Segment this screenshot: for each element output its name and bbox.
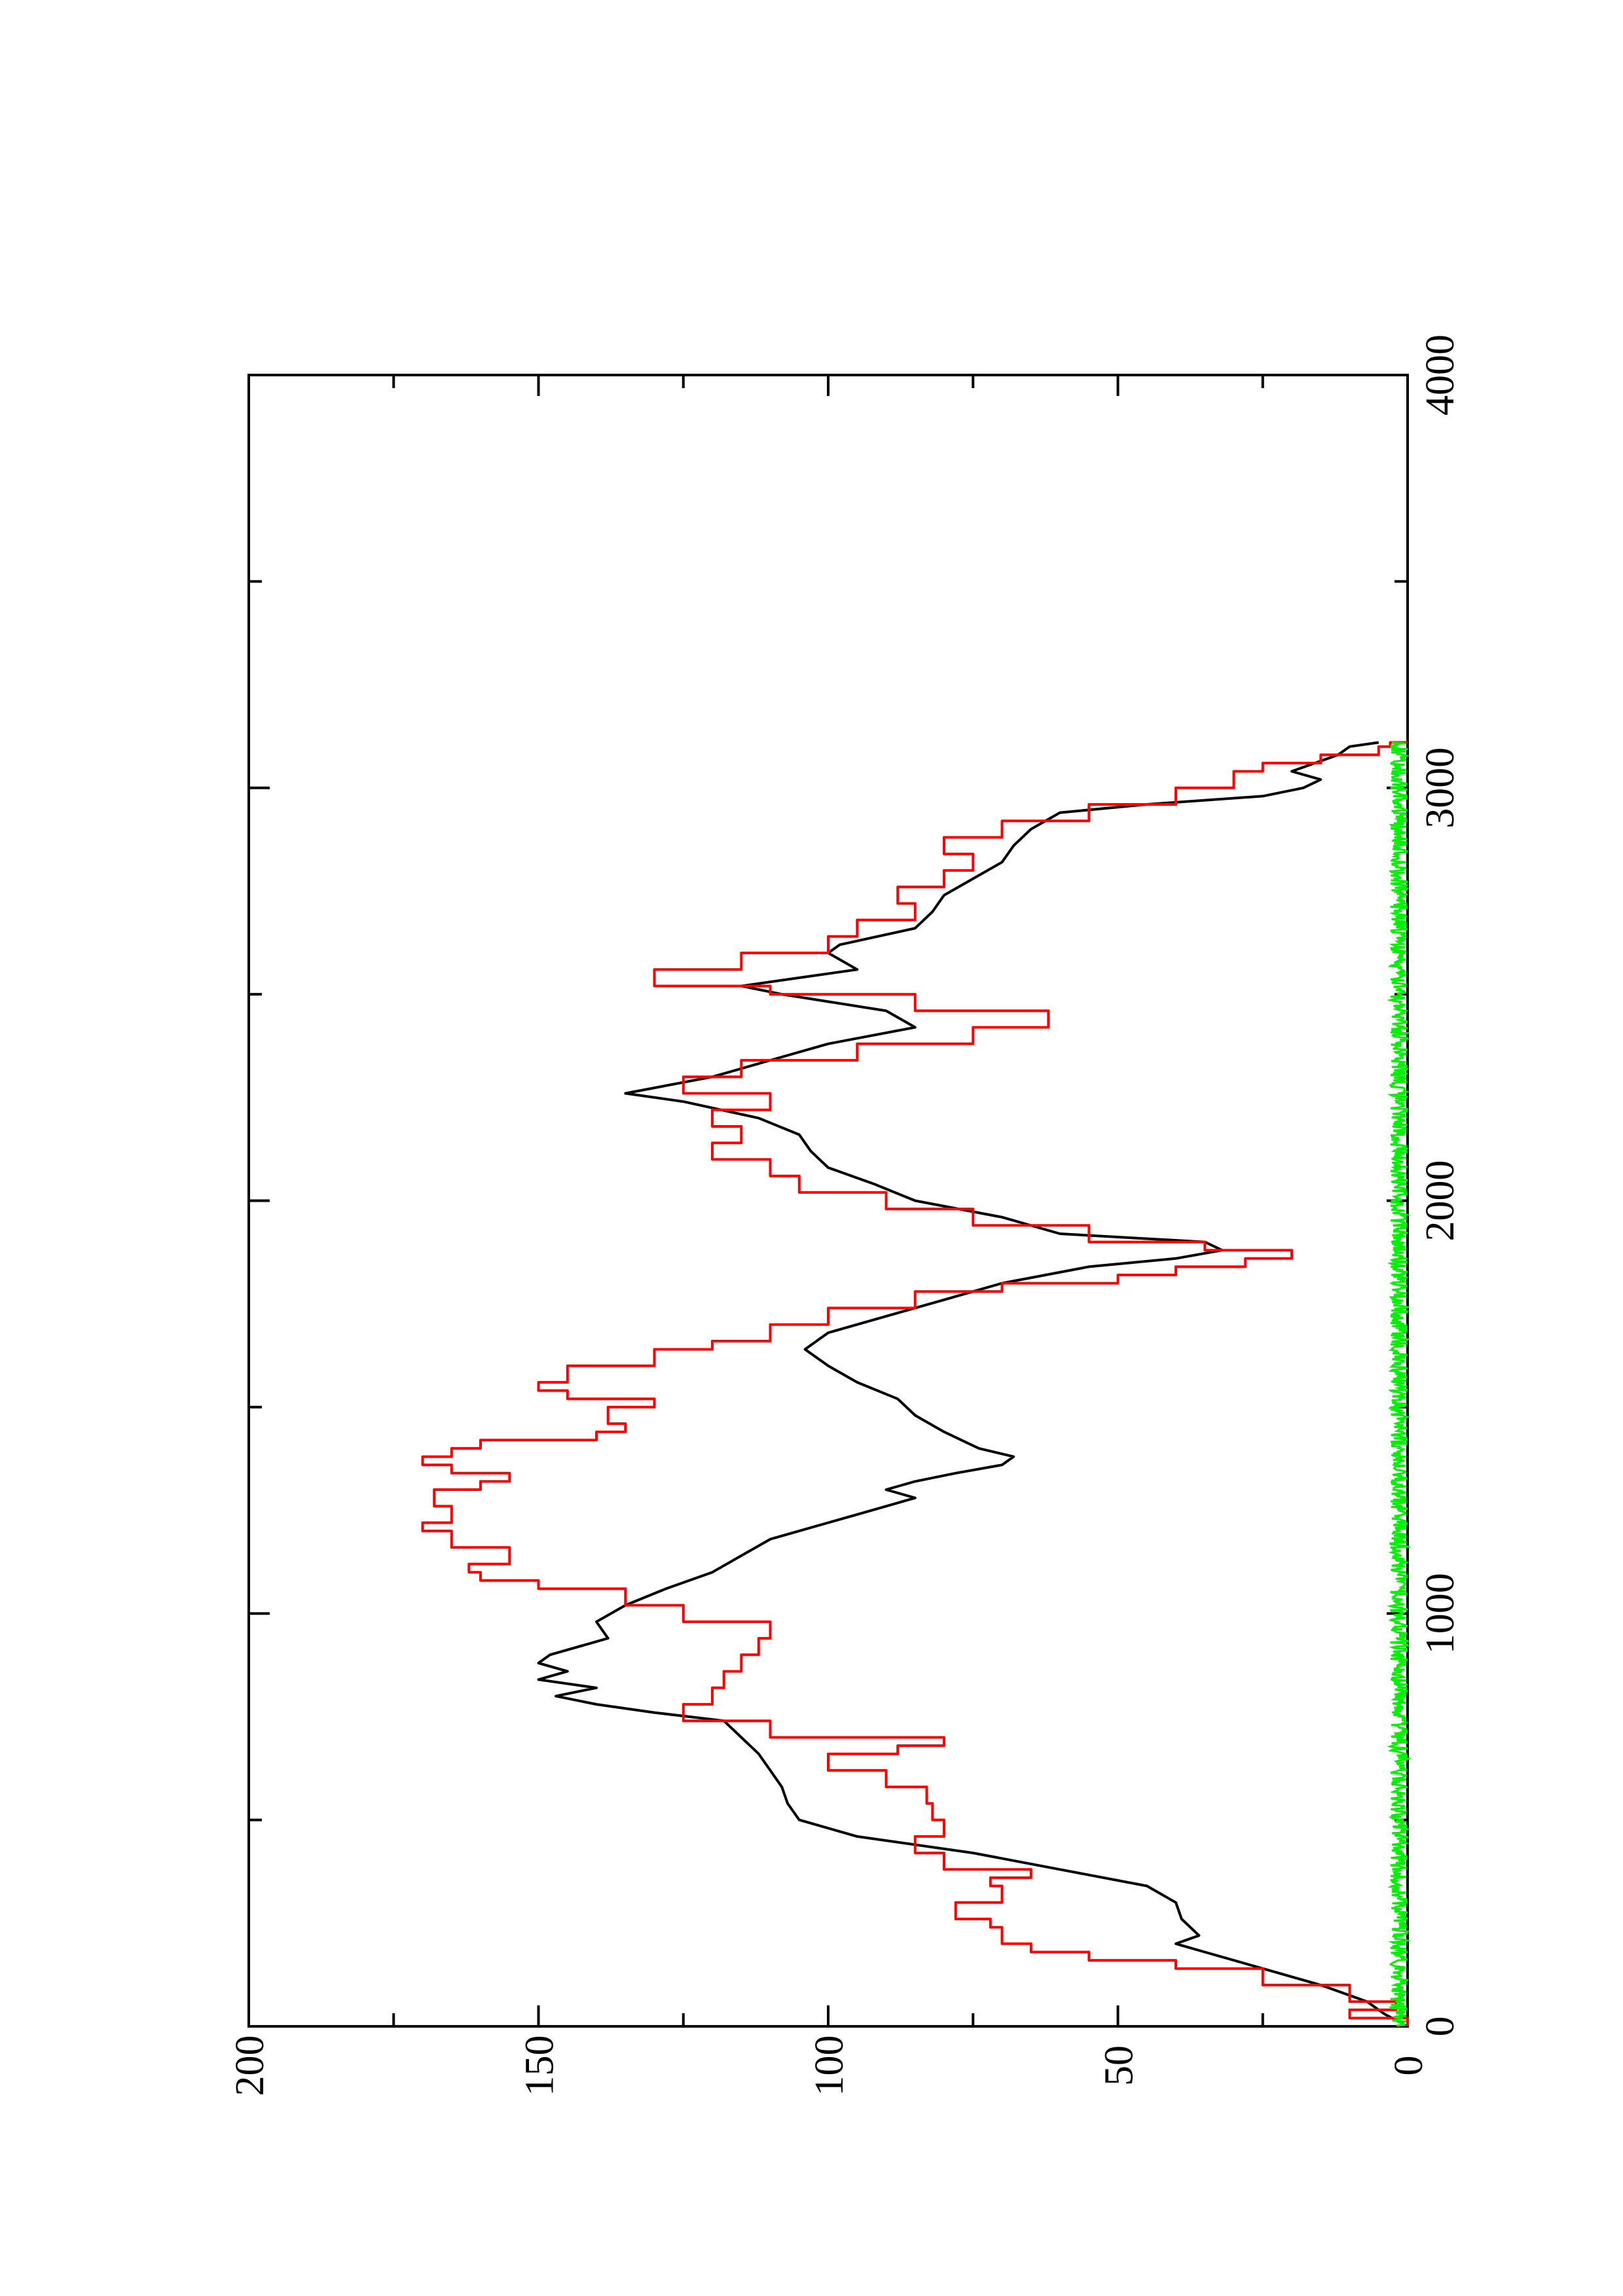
x-tick-label: 3000: [1418, 747, 1463, 829]
x-tick-label: 1000: [1418, 1573, 1463, 1654]
y-tick-label: 50: [1097, 2045, 1142, 2086]
tick-marks: [247, 374, 1409, 2028]
series-line-black: [537, 741, 1408, 2028]
x-tick-label: 2000: [1418, 1160, 1463, 1242]
y-tick-label: 0: [1387, 2056, 1431, 2076]
y-tick-label: 100: [807, 2036, 852, 2096]
x-tick-label: 0: [1418, 2017, 1463, 2037]
series-line-red: [421, 741, 1409, 2026]
series-line-green: [1387, 741, 1412, 2028]
tick-labels: 0 1000 2000 3000 4000 0 50 100 150 200: [228, 334, 1463, 2096]
y-tick-label: 150: [518, 2036, 562, 2096]
plot-frame: [247, 374, 1409, 2028]
x-tick-label: 4000: [1418, 334, 1463, 416]
y-tick-label: 200: [228, 2036, 272, 2096]
series-layer: [421, 741, 1412, 2028]
